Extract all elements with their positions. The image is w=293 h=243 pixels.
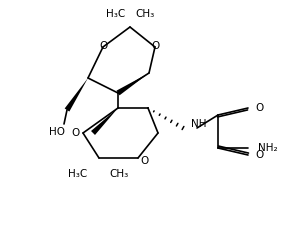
Polygon shape: [65, 78, 88, 112]
Text: HO: HO: [49, 127, 65, 137]
Text: O: O: [140, 156, 148, 166]
Text: O: O: [99, 41, 107, 51]
Text: CH₃: CH₃: [135, 9, 154, 19]
Text: O: O: [72, 128, 80, 138]
Polygon shape: [117, 73, 149, 95]
Text: O: O: [255, 150, 263, 160]
Text: NH₂: NH₂: [258, 143, 278, 153]
Text: H₃C: H₃C: [106, 9, 125, 19]
Polygon shape: [91, 108, 118, 135]
Text: NH: NH: [191, 119, 207, 129]
Text: O: O: [255, 103, 263, 113]
Text: CH₃: CH₃: [109, 169, 128, 179]
Text: O: O: [151, 41, 159, 51]
Text: H₃C: H₃C: [68, 169, 87, 179]
